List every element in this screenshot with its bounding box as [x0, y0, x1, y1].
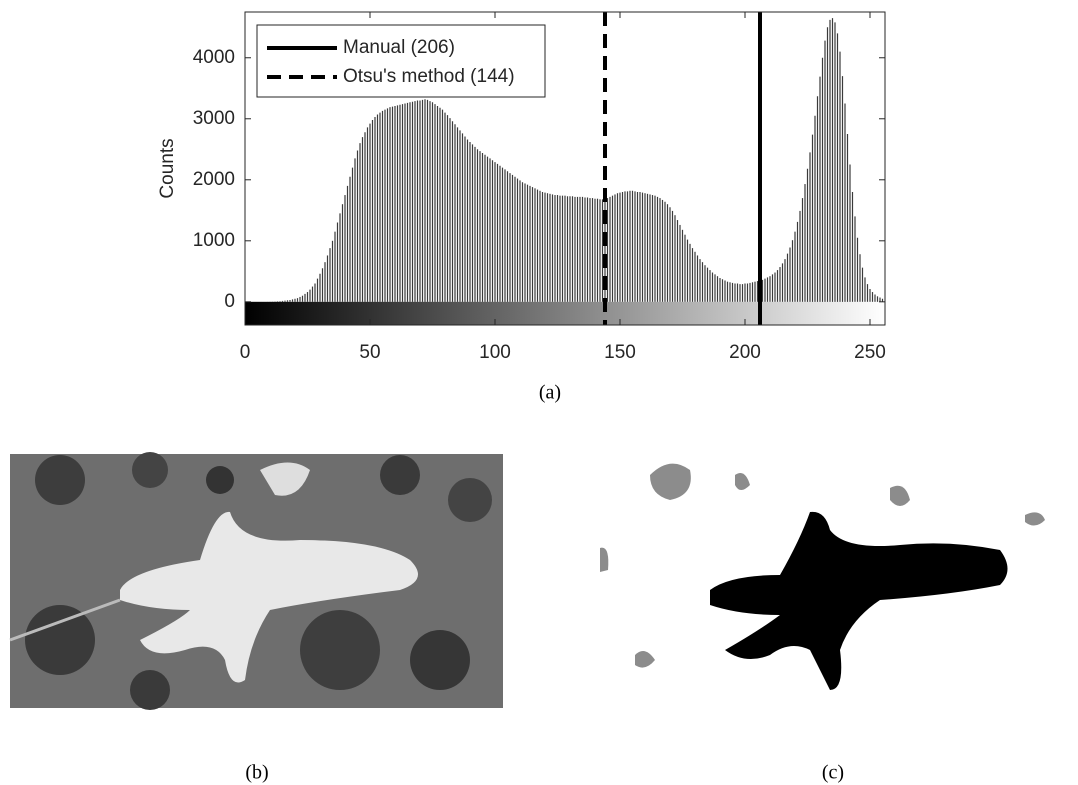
caption: (a) [539, 382, 561, 404]
x-tick-label: 50 [359, 342, 380, 363]
axes-box [244, 11, 886, 326]
x-tick-label: 200 [729, 342, 761, 363]
histogram-plot: 0 1000 2000 3000 4000 0 50 100 150 200 250 Counts Ma… [157, 11, 886, 363]
caption: (c) [822, 762, 844, 784]
x-tick-label: 150 [604, 342, 636, 363]
legend [256, 24, 546, 98]
y-tick-label: 3000 [193, 108, 235, 129]
x-tick-label: 250 [854, 342, 886, 363]
y-tick-label: 2000 [193, 169, 235, 190]
photo [9, 452, 503, 710]
caption: (b) [245, 762, 268, 784]
segmentation [600, 463, 1045, 690]
y-axis-label: Counts [157, 138, 178, 198]
x-tick-label: 100 [479, 342, 511, 363]
y-tick-label: 0 [224, 291, 235, 312]
y-tick-label: 1000 [193, 230, 235, 251]
y-tick-label: 4000 [193, 47, 235, 68]
legend-label: Otsu's method (144) [343, 66, 515, 87]
legend-label: Manual (206) [343, 37, 455, 58]
x-tick-label: 0 [240, 342, 251, 363]
colorbar [245, 301, 885, 325]
